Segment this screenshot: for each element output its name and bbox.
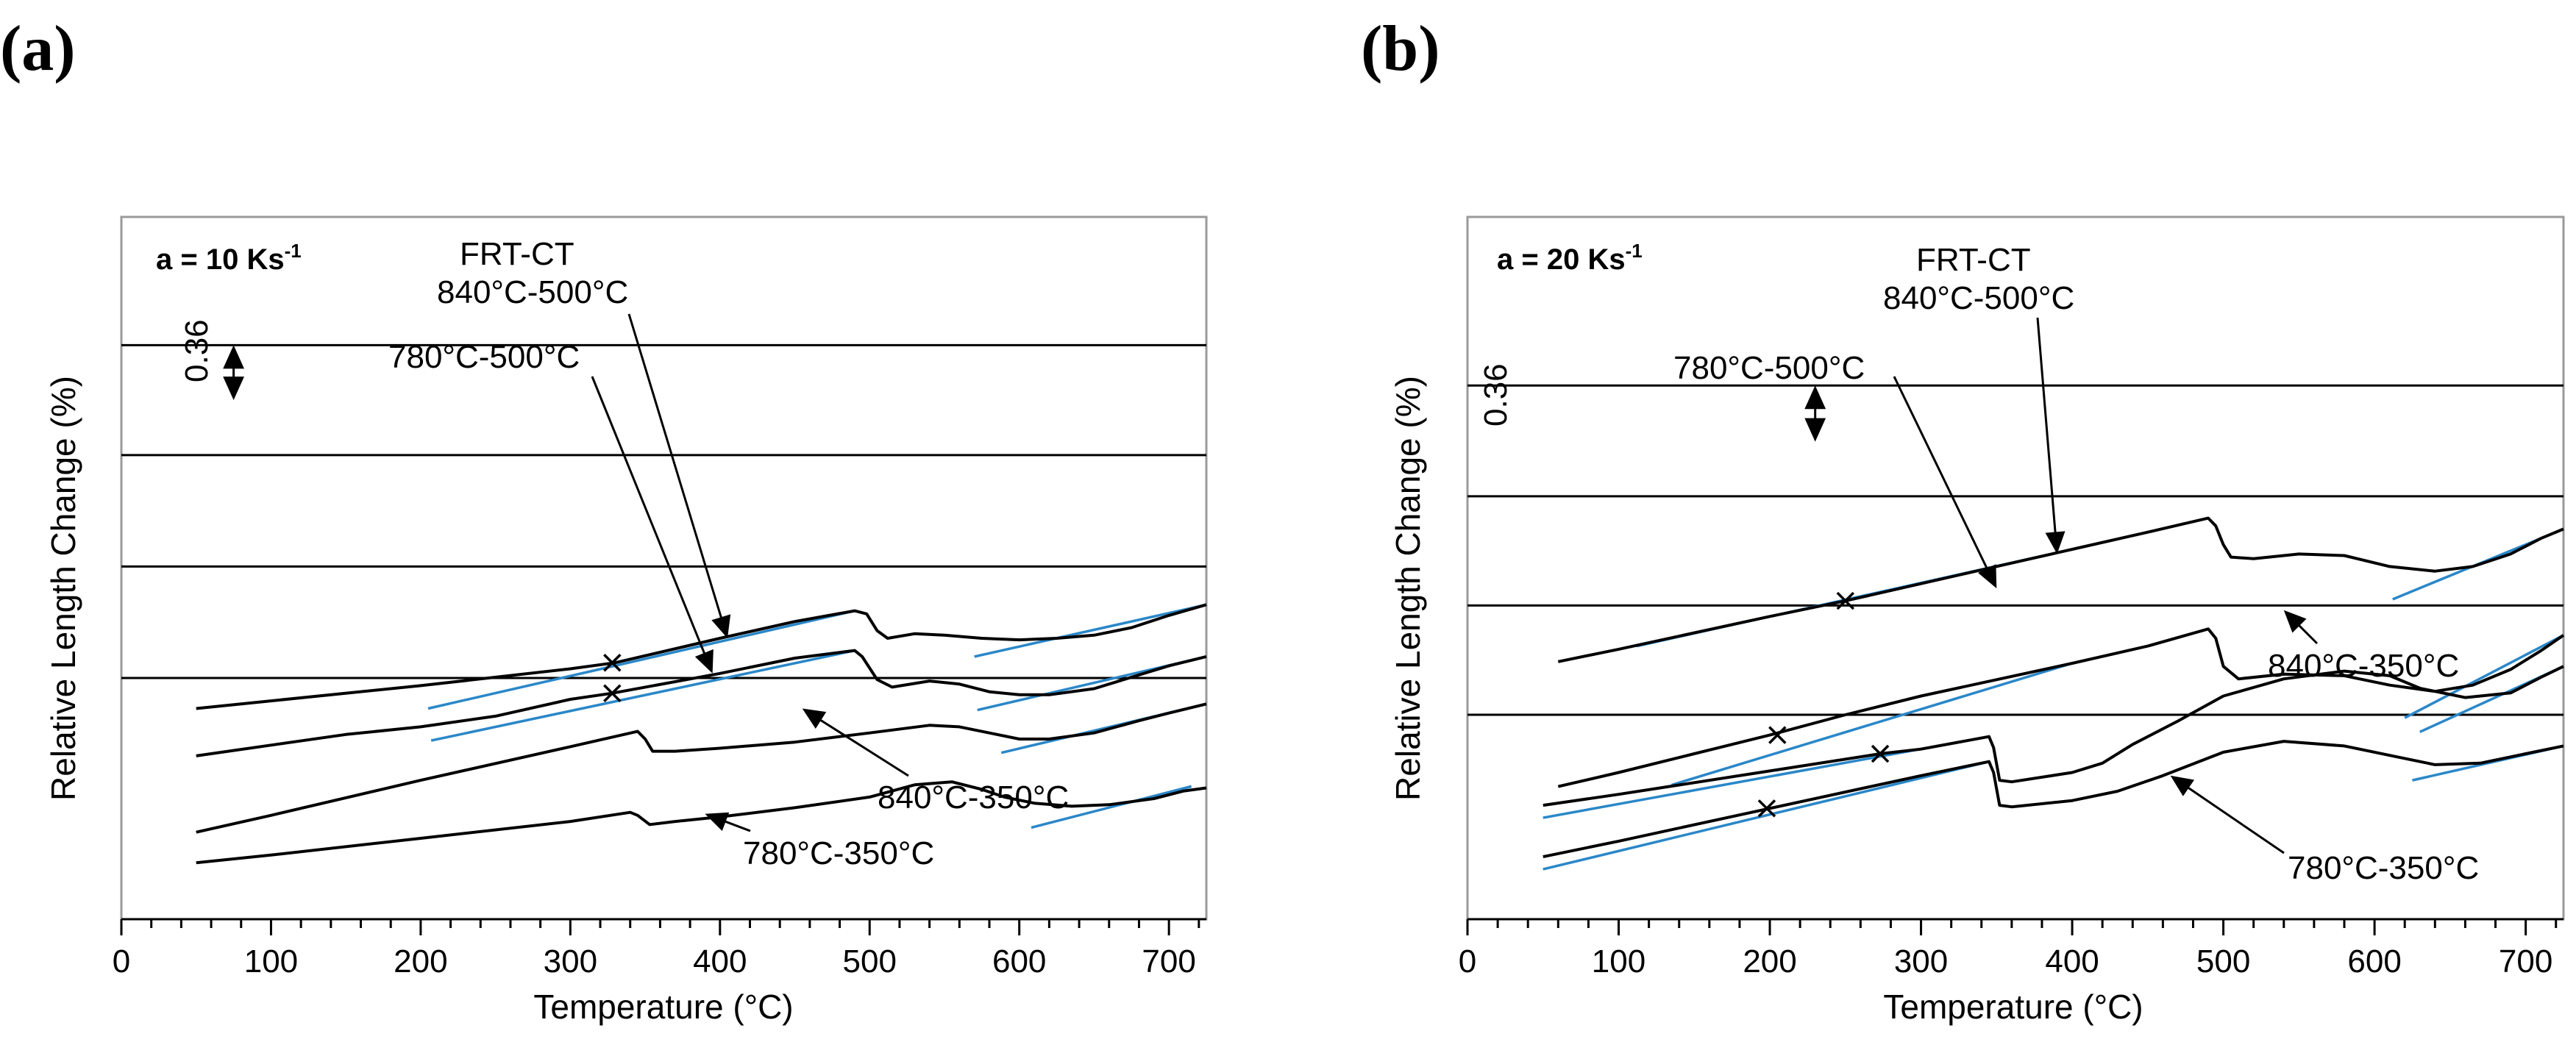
panel-a-label: (a) — [0, 13, 76, 85]
panel-b-curve-780-c-350-c — [1543, 740, 2564, 859]
panel-b-scale-bar-top-arrow — [1804, 385, 1826, 410]
panel-b-annotation-arrowhead-4 — [2170, 775, 2195, 796]
panel-b-annotation-840-350: 840°C-350°C — [2268, 648, 2459, 684]
panel-a-curve-840-c-350-c — [196, 702, 1207, 834]
panel-b-annotation-frt-title: FRT-CT — [1916, 242, 2031, 278]
panel-a-scale-bar-bottom-arrow — [223, 377, 244, 401]
panel-a-annotation-arrowhead-4 — [705, 812, 730, 831]
panel-a-annotation-780-500: 780°C-500°C — [388, 339, 580, 375]
panel-a-curve-frt-ct-840-c-500-c — [196, 603, 1207, 710]
panel-b-annotations: FRT-CT 840°C-500°C 780°C-500°C 840°C-350… — [1673, 242, 2479, 886]
panel-b-x-tick-label-0: 0 — [1459, 943, 1476, 979]
panel-a-annotation-780-350: 780°C-350°C — [743, 835, 934, 871]
panel-b-tangent-lines — [1543, 527, 2564, 871]
panel-b-tangent-780-c-500-c-1 — [1671, 662, 2073, 787]
panel-a-tangent-frt-ct-840-c-500-c-2 — [974, 603, 1207, 658]
panel-b-curve-frt-ct-840-c-500-c — [1557, 516, 2564, 663]
panel-b-label: (b) — [1361, 13, 1440, 85]
panel-b-transition-marks — [1757, 591, 1890, 818]
panel-b-scale-bar-bottom-arrow — [1804, 418, 1826, 442]
panel-b-transition-mark-frt-ct-840-c-500-c — [1836, 591, 1855, 610]
panel-b-y-axis-title: Relative Length Change (%) — [1389, 376, 1427, 801]
panel-b-x-tick-label-400: 400 — [2045, 943, 2099, 979]
panel-a-curves — [196, 603, 1207, 865]
panel-a-x-tick-label-200: 200 — [394, 943, 447, 979]
panel-a-annotations: FRT-CT 840°C-500°C 780°C-500°C 840°C-350… — [388, 236, 1069, 871]
panel-a-curve-780-c-350-c — [196, 780, 1207, 865]
panel-b-x-tick-label-600: 600 — [2347, 943, 2401, 979]
panel-a-annotation-arrowhead-2 — [694, 649, 714, 674]
panel-b-annotation-arrowhead-3 — [2283, 610, 2307, 633]
panel-b-annotation-780-350-pointer — [2182, 782, 2285, 854]
panel-a-scale-bar-top-arrow — [223, 345, 244, 369]
panel-b-baselines — [1467, 384, 2563, 716]
panel-b-transition-mark-840-c-350-c — [1871, 744, 1890, 763]
panel-a-rate-label: a = 10 Ks-1 — [156, 240, 302, 276]
panel-a-tangent-frt-ct-840-c-500-c-1 — [427, 609, 855, 710]
panel-b-annotation-780-350: 780°C-350°C — [2288, 850, 2479, 886]
panel-a-transition-mark-frt-ct-840-c-500-c — [603, 653, 622, 672]
panel-a-annotation-frt-title: FRT-CT — [460, 236, 574, 272]
panel-a-annotation-780-500-pointer — [591, 376, 708, 660]
panel-b-annotation-780-500: 780°C-500°C — [1673, 350, 1865, 386]
panel-a-y-axis-title: Relative Length Change (%) — [44, 376, 82, 801]
panel-a: (a) a = 10 Ks-1 0.36 FRT-CT 840°C-500°C … — [0, 13, 1208, 1026]
panel-b-x-axis-title: Temperature (°C) — [1883, 988, 2143, 1026]
panel-a-x-axis: 0 100 200 300 400 500 600 700 — [113, 918, 1206, 979]
panel-a-scale-bar-label: 0.36 — [179, 319, 215, 382]
panel-b-annotation-840-500: 840°C-500°C — [1883, 280, 2074, 316]
panel-b-scale-bar-label: 0.36 — [1478, 363, 1514, 427]
panel-a-annotation-arrowhead-3 — [802, 708, 827, 729]
panel-a-scale-bar: 0.36 — [179, 319, 244, 401]
panel-b-x-tick-label-500: 500 — [2196, 943, 2250, 979]
panel-a-x-tick-label-100: 100 — [244, 943, 298, 979]
panel-b-curves — [1543, 516, 2565, 859]
panel-a-tangent-780-c-500-c-1 — [430, 649, 855, 742]
panel-b-annotation-780-500-pointer — [1893, 376, 1991, 576]
panel-b-transition-mark-780-c-500-c — [1768, 726, 1787, 744]
panel-a-x-tick-label-0: 0 — [113, 943, 130, 979]
panel-a-annotation-840-500: 840°C-500°C — [437, 274, 628, 310]
panel-a-annotation-arrowhead-1 — [711, 614, 731, 638]
panel-a-x-tick-label-400: 400 — [693, 943, 747, 979]
panel-a-annotation-840-500-pointer — [627, 313, 725, 625]
panel-b-curve-840-c-350-c — [1543, 665, 2564, 807]
panel-a-x-tick-label-300: 300 — [544, 943, 597, 979]
panel-b-x-tick-label-100: 100 — [1592, 943, 1645, 979]
panel-a-x-tick-label-700: 700 — [1142, 943, 1195, 979]
panel-b: (b) a = 20 Ks-1 0.36 FRT-CT 840°C-500°C … — [1361, 13, 2565, 1026]
panel-a-x-axis-title: Temperature (°C) — [533, 988, 793, 1026]
panel-b-tangent-780-c-350-c-1 — [1543, 760, 1990, 871]
panel-b-annotation-arrowhead-1 — [2045, 531, 2066, 554]
panel-a-baselines — [121, 343, 1206, 679]
panel-b-transition-mark-780-c-350-c — [1757, 799, 1776, 818]
panel-b-x-axis: 0 100 200 300 400 500 600 700 — [1459, 918, 2563, 979]
panel-a-annotation-840-350: 840°C-350°C — [878, 779, 1069, 816]
panel-b-annotation-840-500-pointer — [2036, 317, 2057, 540]
panel-a-annotation-840-350-pointer — [814, 715, 909, 777]
panel-b-rate-label: a = 20 Ks-1 — [1497, 240, 1643, 276]
panel-a-curve-780-c-500-c — [196, 649, 1207, 757]
panel-b-tangent-780-c-500-c-2 — [2404, 634, 2564, 719]
panel-b-annotation-arrowhead-2 — [1978, 564, 1997, 589]
panel-a-transition-marks — [603, 653, 622, 702]
panel-a-tangent-780-c-350-c-1 — [1031, 785, 1192, 829]
panel-b-x-tick-label-700: 700 — [2499, 943, 2552, 979]
panel-b-x-tick-label-300: 300 — [1894, 943, 1948, 979]
panel-b-x-tick-label-200: 200 — [1743, 943, 1796, 979]
panel-a-transition-mark-780-c-500-c — [603, 684, 622, 702]
panel-a-x-tick-label-500: 500 — [843, 943, 897, 979]
panel-a-x-tick-label-600: 600 — [992, 943, 1046, 979]
panel-b-scale-bar: 0.36 — [1478, 363, 1826, 442]
